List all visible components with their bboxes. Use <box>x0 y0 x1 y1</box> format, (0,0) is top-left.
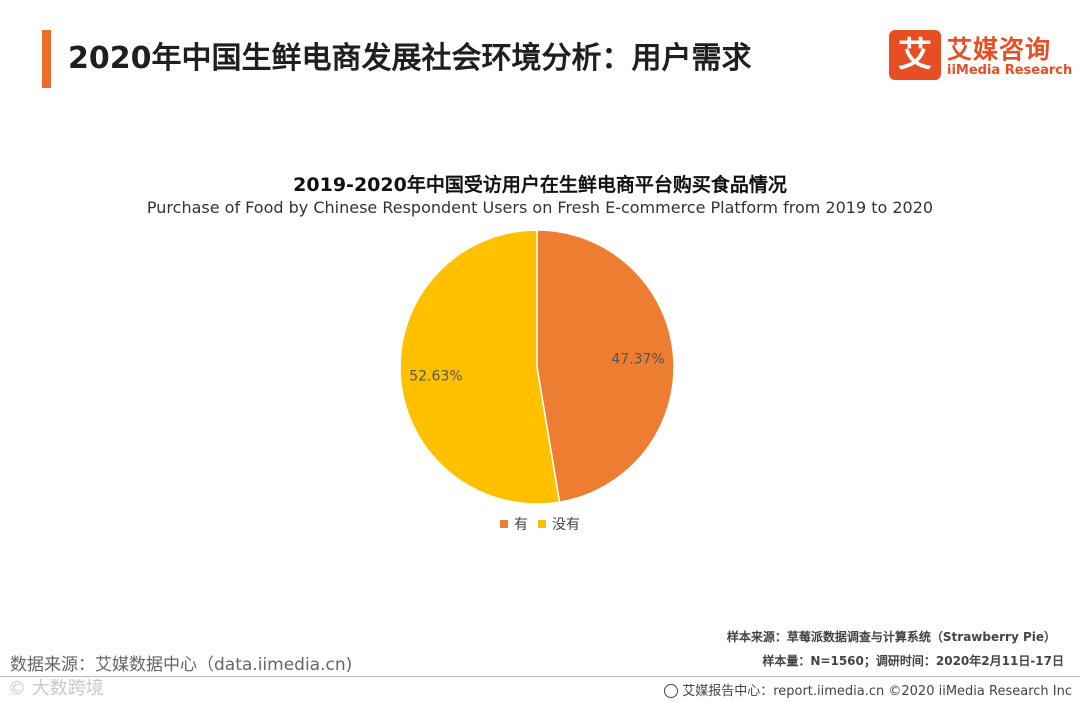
iimedia-logo: 艾 艾媒咨询 iiMedia Research <box>889 30 1072 82</box>
report-center-text: 艾媒报告中心：report.iimedia.cn ©2020 iiMedia R… <box>682 684 1072 699</box>
chart-legend: 有 没有 <box>0 514 1080 534</box>
logo-name-en: iiMedia Research <box>947 63 1073 78</box>
data-source: 数据来源：艾媒数据中心（data.iimedia.cn) <box>10 655 353 675</box>
sample-source: 样本来源：草莓派数据调查与计算系统（Strawberry Pie） <box>726 630 1056 644</box>
chart-title: 2019-2020年中国受访用户在生鲜电商平台购买食品情况 <box>293 174 787 196</box>
legend-swatch <box>538 520 546 528</box>
legend-swatch <box>500 520 508 528</box>
sample-size: 样本量：N=1560；调研时间：2020年2月11日-17日 <box>762 654 1064 668</box>
title-accent-bar <box>42 30 51 88</box>
pie-label-1: 52.63% <box>409 368 462 384</box>
legend-label: 有 <box>514 517 528 533</box>
pie-slice-1 <box>399 229 561 505</box>
logo-mark-icon: 艾 <box>889 30 941 80</box>
report-center: 艾媒报告中心：report.iimedia.cn ©2020 iiMedia R… <box>664 680 1072 699</box>
pie-slice-0 <box>536 229 675 503</box>
legend-label: 没有 <box>552 517 580 533</box>
pie-label-0: 47.37% <box>611 352 664 368</box>
footer-divider <box>0 676 1080 677</box>
logo-name-cn: 艾媒咨询 <box>947 35 1052 64</box>
page-title: 2020年中国生鲜电商发展社会环境分析：用户需求 <box>68 41 752 76</box>
chart-subtitle: Purchase of Food by Chinese Respondent U… <box>146 198 934 217</box>
legend-item-0: 有 <box>500 514 528 534</box>
globe-icon <box>664 683 679 698</box>
legend-item-1: 没有 <box>538 514 580 534</box>
watermark: © 大数跨境 <box>8 678 104 699</box>
